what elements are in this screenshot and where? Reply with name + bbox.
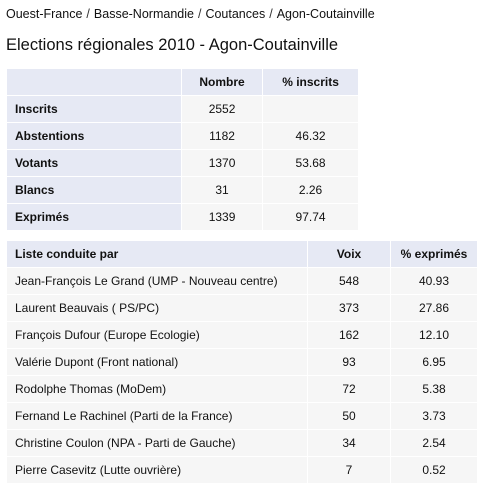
voix-cell: 548 — [307, 267, 391, 295]
pct-inscrits-cell: 97.74 — [262, 203, 359, 231]
voix-cell: 72 — [307, 375, 391, 403]
table-row: Blancs 31 2.26 — [6, 176, 359, 204]
liste-cell: Laurent Beauvais ( PS/PC) — [6, 294, 308, 322]
pct-exprimes-cell: 0.52 — [390, 456, 478, 484]
voix-cell: 7 — [307, 456, 391, 484]
voix-cell: 50 — [307, 402, 391, 430]
breadcrumb-separator: / — [197, 7, 202, 21]
table-row: Abstentions 1182 46.32 — [6, 122, 359, 150]
table-row: François Dufour (Europe Ecologie) 162 12… — [6, 321, 478, 349]
table-row: Jean-François Le Grand (UMP - Nouveau ce… — [6, 267, 478, 295]
results-table: Liste conduite par Voix % exprimés Jean-… — [6, 240, 478, 484]
table-row: Fernand Le Rachinel (Parti de la France)… — [6, 402, 478, 430]
liste-cell: Christine Coulon (NPA - Parti de Gauche) — [6, 429, 308, 457]
column-header-liste: Liste conduite par — [6, 240, 308, 268]
breadcrumb-separator: / — [269, 7, 273, 21]
table-row: Pierre Casevitz (Lutte ouvrière) 7 0.52 — [6, 456, 478, 484]
nombre-cell: 31 — [180, 176, 264, 204]
breadcrumb-link-coutances[interactable]: Coutances — [205, 7, 266, 21]
pct-inscrits-cell: 2.26 — [262, 176, 359, 204]
row-label: Blancs — [6, 176, 182, 204]
breadcrumb-link-basse-normandie[interactable]: Basse-Normandie — [93, 7, 194, 21]
nombre-cell: 1339 — [180, 203, 264, 231]
pct-inscrits-cell: 46.32 — [262, 122, 359, 150]
voix-cell: 162 — [307, 321, 391, 349]
liste-cell: François Dufour (Europe Ecologie) — [6, 321, 308, 349]
breadcrumb: Ouest-France / Basse-Normandie / Coutances / A… — [6, 6, 375, 22]
pct-exprimes-cell: 2.54 — [390, 429, 478, 457]
table-row: Valérie Dupont (Front national) 93 6.95 — [6, 348, 478, 376]
column-header-voix: Voix — [307, 240, 391, 268]
column-header-nombre: Nombre — [180, 68, 264, 96]
table-header-corner — [6, 68, 182, 96]
participation-table: Nombre % inscrits Inscrits 2552 Abstenti… — [6, 68, 359, 231]
nombre-cell: 2552 — [180, 95, 264, 123]
column-header-pct-exprimes: % exprimés — [390, 240, 478, 268]
voix-cell: 93 — [307, 348, 391, 376]
table-row: Christine Coulon (NPA - Parti de Gauche)… — [6, 429, 478, 457]
pct-exprimes-cell: 5.38 — [390, 375, 478, 403]
row-label: Inscrits — [6, 95, 182, 123]
nombre-cell: 1370 — [180, 149, 264, 177]
row-label: Abstentions — [6, 122, 182, 150]
nombre-cell: 1182 — [180, 122, 264, 150]
voix-cell: 34 — [307, 429, 391, 457]
pct-exprimes-cell: 12.10 — [390, 321, 478, 349]
page-title: Elections régionales 2010 - Agon-Coutain… — [6, 36, 339, 54]
breadcrumb-link-ouest-france[interactable]: Ouest-France — [6, 7, 83, 21]
liste-cell: Rodolphe Thomas (MoDem) — [6, 375, 308, 403]
liste-cell: Valérie Dupont (Front national) — [6, 348, 308, 376]
pct-exprimes-cell: 3.73 — [390, 402, 478, 430]
row-label: Exprimés — [6, 203, 182, 231]
table-row: Votants 1370 53.68 — [6, 149, 359, 177]
liste-cell: Fernand Le Rachinel (Parti de la France) — [6, 402, 308, 430]
liste-cell: Pierre Casevitz (Lutte ouvrière) — [6, 456, 308, 484]
pct-inscrits-cell — [262, 95, 359, 123]
column-header-pct-inscrits: % inscrits — [262, 68, 359, 96]
breadcrumb-separator: / — [86, 7, 90, 21]
table-row: Laurent Beauvais ( PS/PC) 373 27.86 — [6, 294, 478, 322]
pct-exprimes-cell: 27.86 — [390, 294, 478, 322]
pct-exprimes-cell: 6.95 — [390, 348, 478, 376]
table-row: Exprimés 1339 97.74 — [6, 203, 359, 231]
table-row: Inscrits 2552 — [6, 95, 359, 123]
table-header-row: Liste conduite par Voix % exprimés — [6, 240, 478, 268]
table-row: Rodolphe Thomas (MoDem) 72 5.38 — [6, 375, 478, 403]
pct-exprimes-cell: 40.93 — [390, 267, 478, 295]
table-header-row: Nombre % inscrits — [6, 68, 359, 96]
voix-cell: 373 — [307, 294, 391, 322]
pct-inscrits-cell: 53.68 — [262, 149, 359, 177]
liste-cell: Jean-François Le Grand (UMP - Nouveau ce… — [6, 267, 308, 295]
breadcrumb-current: Agon-Coutainville — [276, 7, 375, 21]
row-label: Votants — [6, 149, 182, 177]
